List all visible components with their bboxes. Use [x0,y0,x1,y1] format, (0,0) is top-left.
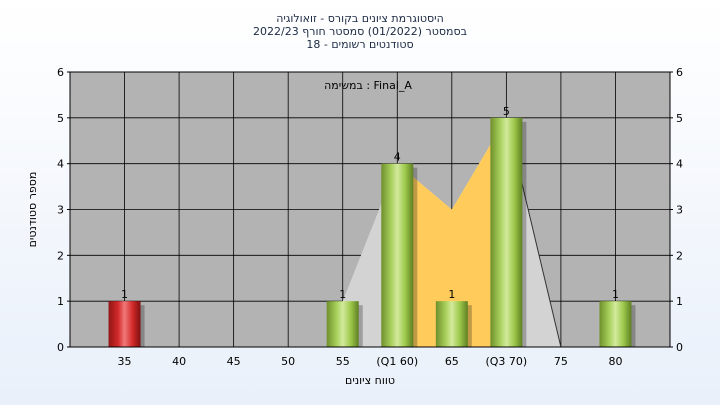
x-tick-70: (Q3 70) [485,355,527,368]
bar-80 [599,301,632,347]
bar-label-55: 1 [339,288,346,301]
bar-70 [490,117,523,347]
y-tick-left: 5 [57,112,64,125]
x-tick-35: 35 [118,355,132,368]
bar-55 [326,301,359,347]
y-tick-right: 1 [676,295,683,308]
bar-labels: 1 1 4 1 5 1 [121,105,619,301]
x-tick-50: 50 [281,355,295,368]
y-tick-left: 6 [57,66,64,79]
x-tick-80: 80 [608,355,622,368]
bar-label-80: 1 [612,288,619,301]
x-tick-45: 45 [227,355,241,368]
y-tick-right: 2 [676,249,683,262]
y-tick-left: 4 [57,158,64,171]
x-tick-65: 65 [445,355,459,368]
y-tick-right: 3 [676,204,683,217]
bar-35 [108,301,141,347]
y-tick-right: 0 [676,341,683,354]
bar-label-35: 1 [121,288,128,301]
y-tick-right: 4 [676,158,683,171]
bar-label-60: 4 [394,151,401,164]
chart-enrollment: סטודנטים רשומים - 18 [306,38,414,51]
iqr-region [397,117,507,347]
bar-60 [381,163,414,347]
axes: 0 01 12 23 34 45 56 635 40 45 50 55 (Q1 60) 65 (Q3 70)… [57,66,683,368]
y-tick-left: 3 [57,204,64,217]
task-annotation: במשימה : Final_A [324,79,412,92]
bars [108,117,636,347]
x-tick-40: 40 [172,355,186,368]
y-tick-left: 2 [57,249,64,262]
chart-subtitle: בסמסטר (01/2022) סמסטר חורף 2022/23 [253,25,467,38]
chart-title: היסטוגרמת ציונים בקורס - זואולוגיה [276,12,444,25]
y-tick-left: 0 [57,341,64,354]
x-axis-title: טווח ציונים [345,374,395,387]
y-axis-title: מספר סטודנטים [26,172,39,248]
x-tick-60: (Q1 60) [376,355,418,368]
y-tick-right: 6 [676,66,683,79]
x-tick-55: 55 [336,355,350,368]
bar-label-70: 5 [503,105,510,118]
y-tick-right: 5 [676,112,683,125]
bar-label-65: 1 [448,288,455,301]
bar-65 [435,301,468,347]
x-tick-75: 75 [554,355,568,368]
y-tick-left: 1 [57,295,64,308]
